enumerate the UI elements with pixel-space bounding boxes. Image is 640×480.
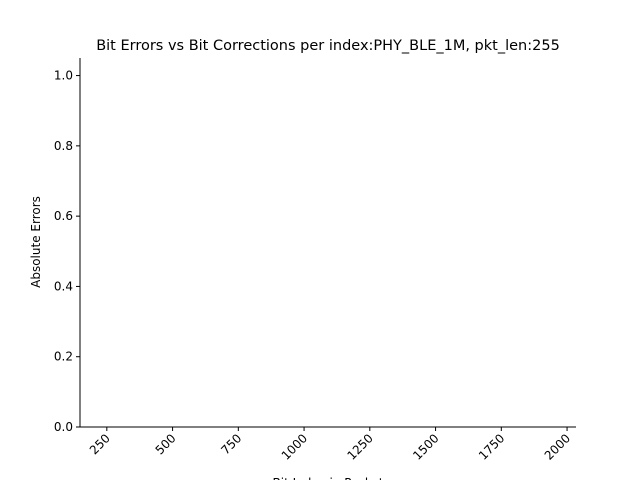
x-tick-label: 250 [87, 431, 113, 457]
x-tick-label: 2000 [542, 431, 573, 462]
x-axis-label: Bit Index in Packet [273, 476, 384, 480]
y-tick-label: 0.2 [54, 350, 73, 364]
x-tick-label: 1250 [344, 431, 375, 462]
y-axis-label: Absolute Errors [29, 196, 43, 288]
x-tick-label: 500 [153, 431, 179, 457]
y-tick-label: 0.6 [54, 209, 73, 223]
y-tick-label: 1.0 [54, 69, 73, 83]
chart-title: Bit Errors vs Bit Corrections per index:… [96, 38, 560, 54]
y-tick-label: 0.0 [54, 420, 73, 434]
x-tick-label: 1500 [410, 431, 441, 462]
y-tick-label: 0.4 [54, 279, 73, 293]
x-tick-label: 750 [218, 431, 244, 457]
x-tick-label: 1750 [476, 431, 507, 462]
x-tick-label: 1000 [279, 431, 310, 462]
y-tick-label: 0.8 [54, 139, 73, 153]
